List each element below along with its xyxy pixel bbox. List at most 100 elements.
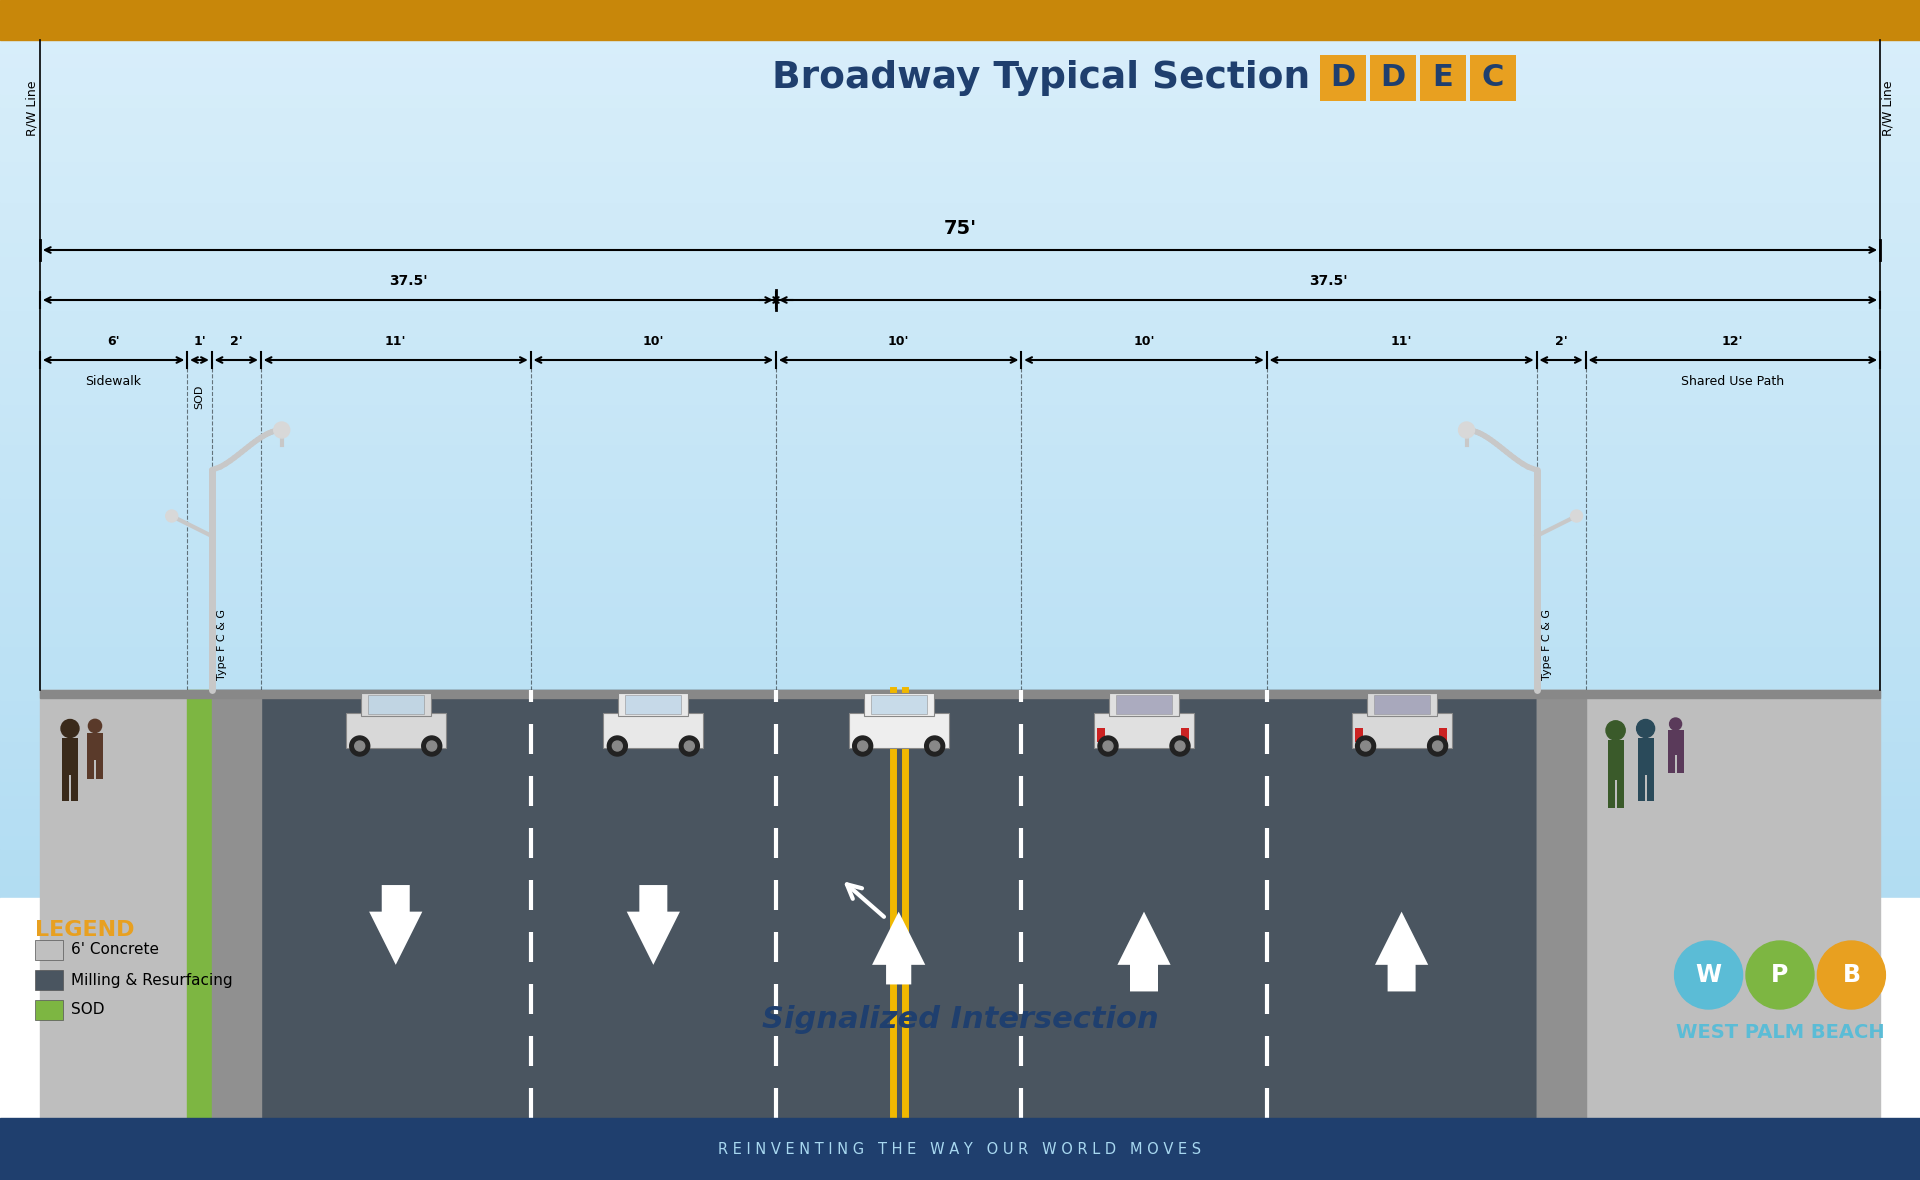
Text: D: D xyxy=(1380,64,1405,92)
Bar xyxy=(0,484,1920,498)
Bar xyxy=(0,1076,1920,1092)
Bar xyxy=(0,282,1920,296)
Bar xyxy=(188,690,211,1117)
Bar xyxy=(0,618,1920,632)
Bar xyxy=(1367,693,1436,716)
Bar xyxy=(86,760,94,779)
Text: C: C xyxy=(1482,64,1503,92)
Text: W: W xyxy=(1695,963,1722,986)
Bar xyxy=(35,940,63,961)
Text: 10': 10' xyxy=(1133,335,1154,348)
Bar xyxy=(0,188,1920,202)
Bar xyxy=(0,1090,1920,1104)
Circle shape xyxy=(852,736,874,756)
Text: B: B xyxy=(1843,963,1860,986)
Bar xyxy=(0,457,1920,471)
Polygon shape xyxy=(1117,912,1171,991)
Circle shape xyxy=(88,720,102,733)
Bar xyxy=(1096,728,1106,742)
Text: R/W Line: R/W Line xyxy=(25,80,38,136)
Text: Milling & Resurfacing: Milling & Resurfacing xyxy=(71,972,232,988)
Bar xyxy=(0,39,1920,53)
FancyBboxPatch shape xyxy=(1371,55,1417,101)
Bar xyxy=(40,690,1880,699)
Bar xyxy=(0,874,1920,889)
Text: 2': 2' xyxy=(1555,335,1567,348)
Text: 10': 10' xyxy=(887,335,910,348)
Bar xyxy=(1352,713,1452,748)
Bar xyxy=(0,497,1920,512)
Circle shape xyxy=(61,720,79,738)
Bar xyxy=(0,349,1920,363)
Bar xyxy=(0,753,1920,768)
Bar xyxy=(1536,690,1586,1117)
Bar xyxy=(35,999,63,1020)
Bar xyxy=(1373,695,1430,714)
Circle shape xyxy=(1361,741,1371,750)
Bar xyxy=(1647,775,1653,801)
Bar xyxy=(0,215,1920,229)
Bar xyxy=(35,970,63,990)
Bar xyxy=(0,160,1920,175)
Bar xyxy=(1607,740,1624,780)
Bar xyxy=(626,695,682,714)
Circle shape xyxy=(1098,736,1117,756)
Bar xyxy=(0,887,1920,903)
Bar xyxy=(0,417,1920,431)
Bar xyxy=(0,942,1920,956)
Bar xyxy=(361,693,430,716)
Circle shape xyxy=(1674,940,1743,1009)
Bar xyxy=(211,690,1536,1117)
Bar xyxy=(0,524,1920,538)
Text: Type F C & G: Type F C & G xyxy=(217,609,227,680)
Bar xyxy=(0,268,1920,282)
Bar xyxy=(1668,730,1684,755)
Bar xyxy=(40,690,211,1117)
Bar xyxy=(369,695,424,714)
Bar xyxy=(0,914,1920,930)
Circle shape xyxy=(612,741,622,750)
Text: 37.5': 37.5' xyxy=(388,274,428,288)
Bar xyxy=(0,402,1920,418)
Bar xyxy=(0,902,1920,916)
Bar xyxy=(0,538,1920,552)
Bar xyxy=(0,551,1920,565)
Bar xyxy=(0,1050,1920,1064)
Circle shape xyxy=(1636,720,1655,738)
Text: Sidewalk: Sidewalk xyxy=(86,375,142,388)
Bar xyxy=(0,591,1920,607)
Bar xyxy=(0,898,1920,1117)
Bar xyxy=(0,0,1920,40)
Circle shape xyxy=(1818,940,1885,1009)
Bar xyxy=(71,775,79,801)
Text: R E I N V E N T I N G   T H E   W A Y   O U R   W O R L D   M O V E S: R E I N V E N T I N G T H E W A Y O U R … xyxy=(718,1141,1202,1156)
FancyBboxPatch shape xyxy=(1321,55,1365,101)
Circle shape xyxy=(426,741,436,750)
FancyBboxPatch shape xyxy=(1471,55,1517,101)
Text: Type F C & G: Type F C & G xyxy=(1542,609,1551,680)
Circle shape xyxy=(1670,717,1682,730)
Bar xyxy=(1638,738,1653,775)
Circle shape xyxy=(1571,510,1582,522)
Bar xyxy=(0,807,1920,821)
Text: 12': 12' xyxy=(1722,335,1743,348)
Bar xyxy=(0,982,1920,997)
Circle shape xyxy=(1102,741,1114,750)
Bar xyxy=(0,66,1920,80)
Bar xyxy=(61,775,69,801)
Text: E: E xyxy=(1432,64,1453,92)
Bar xyxy=(0,673,1920,687)
Bar xyxy=(0,1063,1920,1077)
Circle shape xyxy=(1356,736,1375,756)
Bar xyxy=(1676,755,1684,773)
Bar xyxy=(0,308,1920,323)
Text: 6': 6' xyxy=(108,335,119,348)
Bar xyxy=(1356,728,1363,742)
Bar xyxy=(86,733,104,760)
Bar xyxy=(603,713,703,748)
Text: 11': 11' xyxy=(1390,335,1413,348)
Bar xyxy=(0,969,1920,983)
Bar xyxy=(0,1117,1920,1180)
Polygon shape xyxy=(626,885,680,965)
Bar xyxy=(0,578,1920,592)
